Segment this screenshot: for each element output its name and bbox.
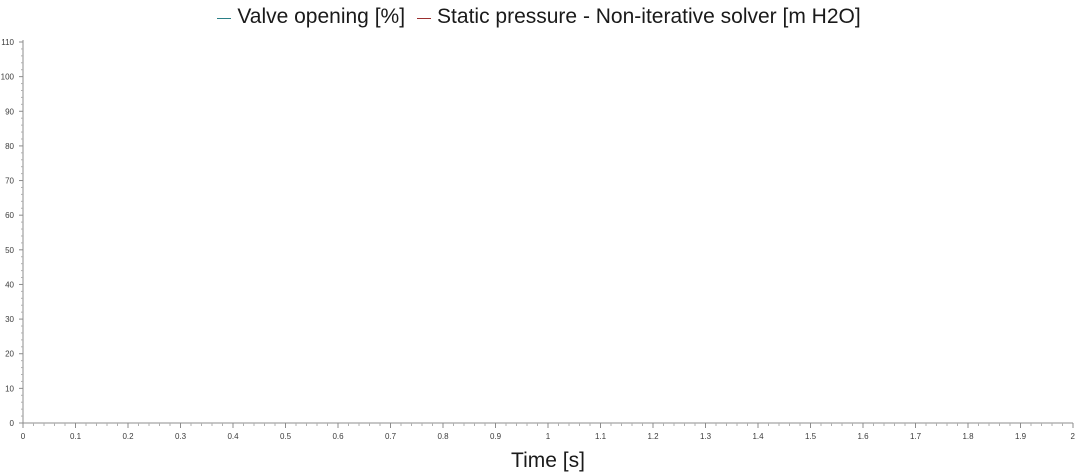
legend: Valve opening [%] Static pressure - Non-… (0, 5, 1078, 29)
y-tick-label: 80 (5, 142, 14, 151)
y-tick-label: 90 (5, 107, 14, 116)
y-tick-label: 50 (5, 246, 14, 255)
x-tick-label: 0.7 (385, 432, 397, 441)
x-tick-label: 1.7 (910, 432, 922, 441)
x-tick-label: 0.1 (70, 432, 82, 441)
y-tick-label: 100 (1, 73, 15, 82)
x-tick-label: 1.4 (752, 432, 764, 441)
y-tick-label: 10 (5, 384, 14, 393)
y-tick-label: 20 (5, 350, 14, 359)
x-tick-label: 1.8 (962, 432, 974, 441)
y-tick-label: 60 (5, 211, 14, 220)
x-tick-label: 0.2 (122, 432, 134, 441)
x-tick-label: 0.8 (437, 432, 449, 441)
y-tick-label: 0 (10, 419, 15, 428)
x-tick-label: 1 (546, 432, 551, 441)
y-tick-label: 30 (5, 315, 14, 324)
x-tick-label: 0.5 (280, 432, 292, 441)
y-tick-label: 40 (5, 280, 14, 289)
y-tick-label: 70 (5, 177, 14, 186)
x-tick-label: 1.2 (647, 432, 659, 441)
x-tick-label: 1.9 (1015, 432, 1027, 441)
x-axis-label: Time [s] (511, 449, 585, 472)
legend-item-valve-opening[interactable]: Valve opening [%] (217, 5, 405, 29)
x-tick-label: 0.4 (227, 432, 239, 441)
legend-label-valve-opening: Valve opening [%] (237, 5, 406, 28)
legend-swatch-valve-opening (217, 17, 232, 19)
x-tick-label: 1.1 (595, 432, 607, 441)
x-tick-label: 0 (21, 432, 26, 441)
x-tick-label: 1.5 (805, 432, 817, 441)
x-tick-label: 1.3 (700, 432, 712, 441)
legend-label-static-pressure: Static pressure - Non-iterative solver [… (437, 5, 861, 28)
y-tick-label: 110 (1, 38, 14, 47)
y-axis: 0 10 20 30 40 50 60 70 80 90 100 110 (1, 38, 23, 428)
legend-swatch-static-pressure (417, 17, 432, 19)
x-tick-label: 2 (1071, 432, 1076, 441)
x-tick-label: 0.9 (490, 432, 502, 441)
x-tick-label: 0.3 (175, 432, 187, 441)
legend-item-static-pressure[interactable]: Static pressure - Non-iterative solver [… (417, 5, 861, 29)
x-axis: 0 0.1 0.2 0.3 0.4 0.5 0.6 0.7 0.8 0.9 1 1.1 1.2 1.3 1.… (21, 423, 1076, 441)
x-tick-label: 1.6 (857, 432, 869, 441)
x-tick-label: 0.6 (332, 432, 344, 441)
